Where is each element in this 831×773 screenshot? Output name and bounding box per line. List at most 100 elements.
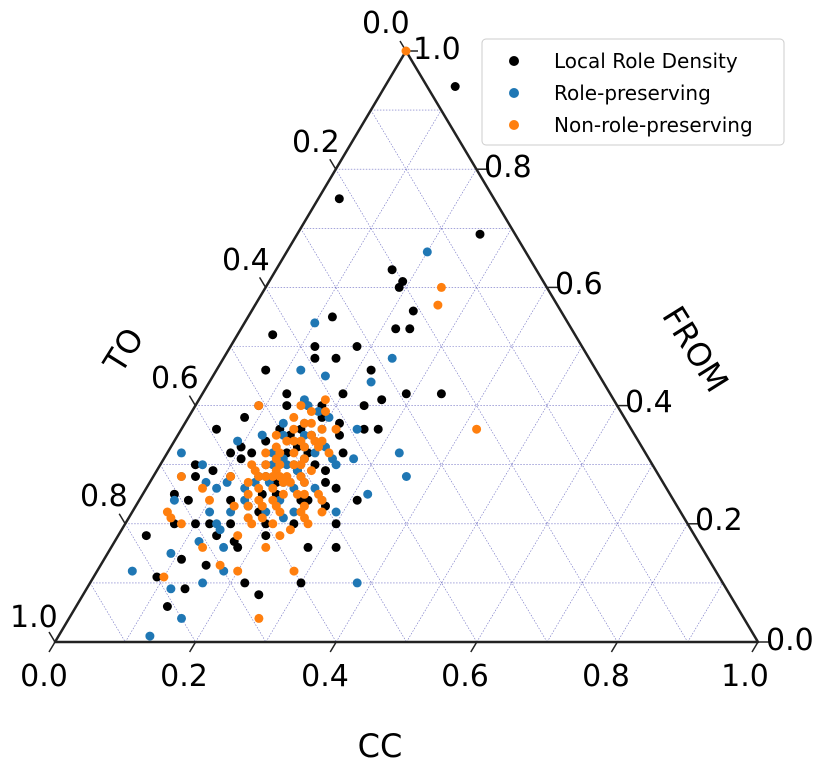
grid-line-to	[124, 523, 196, 643]
point-non-role-preserving	[321, 407, 330, 416]
point-non-role-preserving	[243, 501, 253, 511]
point-role-preserving	[422, 247, 432, 257]
point-non-role-preserving	[306, 418, 316, 428]
bottom-axis-ticks: 0.0 0.2 0.4 0.6 0.8 1.0	[20, 659, 769, 694]
point-local-role-density	[261, 531, 271, 541]
right-tick-label: 0.0	[766, 623, 814, 658]
bottom-tick-label: 0.4	[301, 659, 349, 694]
point-role-preserving	[349, 454, 359, 464]
point-non-role-preserving	[289, 436, 299, 446]
point-local-role-density	[162, 602, 172, 611]
point-non-role-preserving	[289, 424, 299, 434]
point-role-preserving	[198, 460, 207, 470]
point-non-role-preserving	[289, 448, 299, 458]
point-non-role-preserving	[261, 472, 271, 481]
point-role-preserving	[233, 436, 243, 446]
bottom-tick-mark	[329, 641, 337, 653]
point-non-role-preserving	[198, 542, 208, 552]
point-role-preserving	[278, 418, 288, 428]
point-non-role-preserving	[271, 430, 281, 440]
point-role-preserving	[289, 507, 299, 517]
point-role-preserving	[127, 566, 137, 576]
point-local-role-density	[141, 531, 151, 541]
point-non-role-preserving	[247, 460, 257, 470]
grid-line-cc	[406, 346, 583, 643]
point-role-preserving	[176, 448, 186, 458]
grid-line-cc	[546, 464, 653, 643]
point-non-role-preserving	[317, 424, 327, 434]
point-local-role-density	[401, 389, 411, 399]
point-role-preserving	[166, 548, 176, 558]
legend: Local Role Density Role-preserving Non-r…	[481, 38, 785, 146]
point-non-role-preserving	[320, 395, 330, 405]
point-non-role-preserving	[401, 46, 411, 56]
point-local-role-density	[296, 578, 306, 588]
point-non-role-preserving	[205, 495, 214, 505]
legend-marker-role-preserving	[509, 88, 519, 98]
point-local-role-density	[303, 542, 313, 552]
point-role-preserving	[401, 472, 411, 481]
left-tick-mark	[329, 158, 337, 170]
point-local-role-density	[450, 82, 460, 91]
point-non-role-preserving	[433, 300, 443, 310]
bottom-tick-mark	[48, 641, 56, 653]
legend-marker-non-role-preserving	[509, 120, 519, 130]
point-local-role-density	[190, 460, 200, 470]
point-local-role-density	[331, 542, 341, 552]
right-tick-label: 0.8	[484, 150, 532, 185]
point-non-role-preserving	[166, 513, 176, 523]
point-role-preserving	[177, 613, 186, 623]
point-local-role-density	[201, 560, 211, 570]
point-non-role-preserving	[254, 483, 264, 493]
point-local-role-density	[377, 395, 387, 405]
point-non-role-preserving	[317, 436, 327, 446]
point-role-preserving	[394, 448, 404, 458]
point-local-role-density	[261, 365, 271, 375]
legend-label-local-role-density: Local Role Density	[554, 49, 738, 73]
point-non-role-preserving	[159, 572, 169, 582]
right-tick-label: 0.6	[555, 267, 603, 302]
point-role-preserving	[363, 489, 373, 499]
right-tick-label: 0.2	[695, 503, 743, 538]
point-local-role-density	[226, 519, 236, 529]
left-tick-mark	[118, 513, 126, 525]
grid-line-to	[370, 109, 688, 643]
point-non-role-preserving	[275, 531, 285, 541]
point-role-preserving	[219, 542, 229, 552]
point-local-role-density	[321, 466, 330, 476]
point-local-role-density	[334, 194, 344, 204]
point-local-role-density	[321, 477, 330, 487]
point-role-preserving	[257, 430, 267, 440]
grid-line-cc	[617, 523, 688, 643]
point-non-role-preserving	[275, 472, 285, 481]
point-role-preserving	[296, 365, 306, 375]
right-axis-ticks: 0.0 0.2 0.4 0.6 0.8 1.0	[413, 32, 814, 658]
grid-line-to	[300, 228, 548, 643]
point-local-role-density	[240, 578, 250, 588]
point-local-role-density	[331, 353, 341, 363]
point-non-role-preserving	[254, 472, 264, 481]
legend-label-non-role-preserving: Non-role-preserving	[554, 113, 753, 137]
point-role-preserving	[310, 318, 320, 328]
point-local-role-density	[359, 424, 369, 434]
point-non-role-preserving	[176, 519, 186, 529]
legend-box	[481, 38, 785, 146]
point-non-role-preserving	[289, 460, 299, 470]
point-role-preserving	[387, 353, 397, 363]
point-local-role-density	[310, 342, 320, 351]
point-local-role-density	[205, 519, 215, 529]
point-role-preserving	[205, 507, 215, 517]
point-non-role-preserving	[303, 519, 313, 529]
bottom-tick-label: 0.8	[582, 659, 630, 694]
point-local-role-density	[254, 590, 264, 600]
point-local-role-density	[373, 424, 383, 434]
point-local-role-density	[268, 330, 278, 340]
point-non-role-preserving	[299, 454, 309, 464]
point-local-role-density	[236, 454, 246, 464]
point-non-role-preserving	[233, 531, 243, 541]
point-role-preserving	[313, 407, 323, 416]
point-non-role-preserving	[261, 460, 271, 470]
bottom-tick-mark	[610, 641, 619, 653]
left-tick-label: 1.0	[10, 600, 58, 635]
point-local-role-density	[177, 554, 186, 564]
